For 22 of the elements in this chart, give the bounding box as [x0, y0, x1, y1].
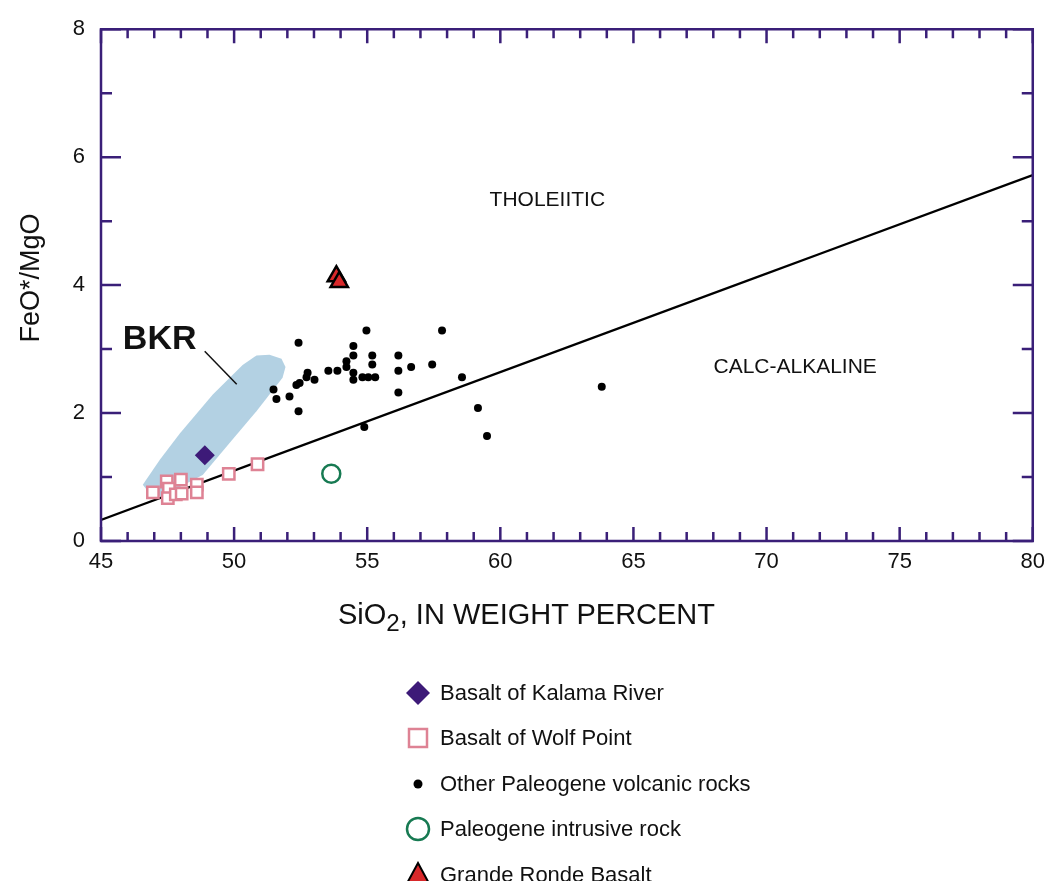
annotation: CALC-ALKALINE: [713, 354, 877, 378]
x-axis-title: SiO$_{2}$, IN WEIGHT PERCENT: [336, 598, 716, 637]
x-tick-label: 65: [621, 548, 646, 574]
x-tick-label: 60: [488, 548, 513, 574]
y-tick-label: 0: [72, 527, 85, 553]
legend-label: Paleogene intrusive rock: [440, 816, 681, 843]
x-tick-label: 75: [887, 548, 912, 574]
legend-label: Other Paleogene volcanic rocks: [440, 770, 751, 797]
x-tick-label: 80: [1020, 548, 1046, 574]
y-axis-title: FeO*/MgO: [14, 213, 46, 343]
y-tick-label: 8: [72, 15, 85, 41]
x-tick-label: 55: [354, 548, 380, 574]
x-tick-label: 70: [754, 548, 779, 574]
y-tick-label: 4: [72, 271, 85, 297]
x-tick-label: 50: [221, 548, 247, 574]
y-tick-label: 6: [72, 143, 85, 169]
x-tick-label: 45: [88, 548, 114, 574]
y-tick-label: 2: [72, 399, 85, 425]
legend-label: Basalt of Wolf Point: [440, 725, 632, 752]
legend-label: Basalt of Kalama River: [440, 679, 664, 706]
annotation: BKR: [122, 317, 197, 356]
annotation: THOLEIITIC: [489, 187, 606, 211]
